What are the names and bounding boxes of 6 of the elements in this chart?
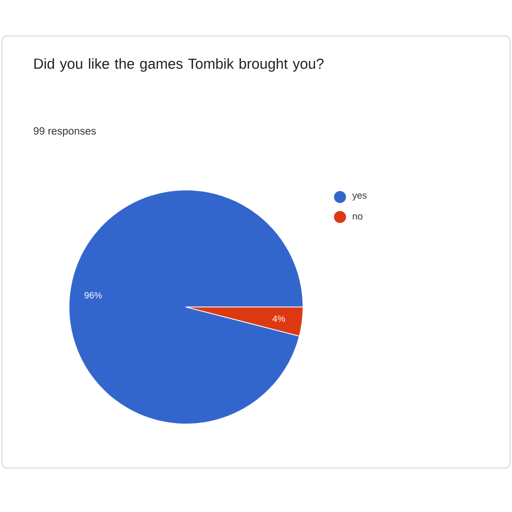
data-label: 4%	[272, 316, 286, 322]
chart-title: Did you like the games Tombik brought you?	[34, 58, 324, 72]
legend-label: yes	[352, 193, 367, 201]
chart-subtitle: 99 responses	[34, 127, 96, 137]
data-label: 96%	[84, 292, 102, 298]
legend-label: no	[352, 214, 362, 220]
